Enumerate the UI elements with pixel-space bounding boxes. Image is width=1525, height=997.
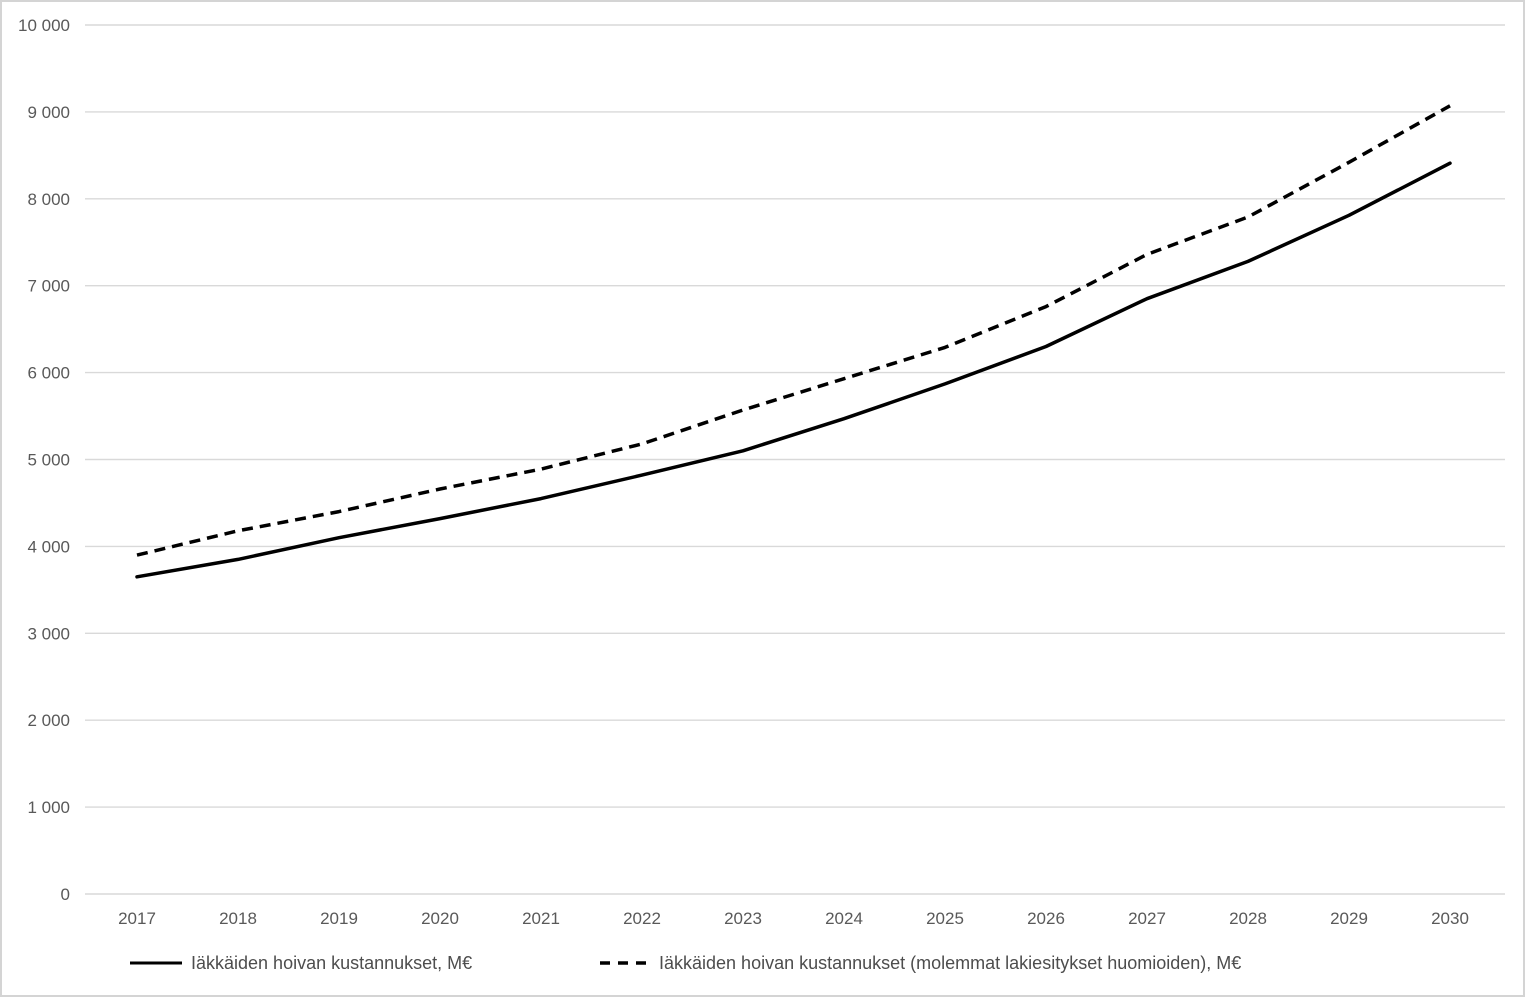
legend-item-dashed-series: Iäkkäiden hoivan kustannukset (molemmat … <box>600 948 1241 978</box>
legend-item-solid-series: Iäkkäiden hoivan kustannukset, M€ <box>130 948 472 978</box>
legend-label-dashed-series: Iäkkäiden hoivan kustannukset (molemmat … <box>659 952 1242 973</box>
legend-label-solid-series: Iäkkäiden hoivan kustannukset, M€ <box>191 952 473 973</box>
y-tick-label: 4 000 <box>27 537 70 556</box>
x-tick-label: 2030 <box>1431 909 1469 928</box>
x-tick-label: 2021 <box>522 909 560 928</box>
x-tick-label: 2023 <box>724 909 762 928</box>
x-tick-label: 2024 <box>825 909 863 928</box>
y-tick-label: 0 <box>61 885 70 904</box>
series-line-dashed <box>136 104 1451 557</box>
x-tick-label: 2029 <box>1330 909 1368 928</box>
x-tick-label: 2020 <box>421 909 459 928</box>
y-tick-label: 7 000 <box>27 277 70 296</box>
y-tick-label: 10 000 <box>18 16 70 35</box>
y-tick-label: 8 000 <box>27 190 70 209</box>
y-tick-label: 2 000 <box>27 711 70 730</box>
x-tick-label: 2018 <box>219 909 257 928</box>
dashed-line-icon <box>600 961 650 965</box>
x-tick-label: 2026 <box>1027 909 1065 928</box>
solid-line-icon <box>130 961 182 965</box>
x-tick-label: 2028 <box>1229 909 1267 928</box>
series-line-solid <box>135 161 1452 579</box>
y-tick-label: 3 000 <box>27 624 70 643</box>
y-tick-label: 9 000 <box>27 103 70 122</box>
y-tick-label: 6 000 <box>27 364 70 383</box>
x-tick-label: 2027 <box>1128 909 1166 928</box>
y-tick-label: 5 000 <box>27 451 70 470</box>
x-tick-label: 2019 <box>320 909 358 928</box>
x-tick-label: 2017 <box>118 909 156 928</box>
chart-legend: Iäkkäiden hoivan kustannukset, M€ Iäkkäi… <box>2 948 1523 978</box>
x-tick-label: 2025 <box>926 909 964 928</box>
x-tick-label: 2022 <box>623 909 661 928</box>
y-tick-label: 1 000 <box>27 798 70 817</box>
